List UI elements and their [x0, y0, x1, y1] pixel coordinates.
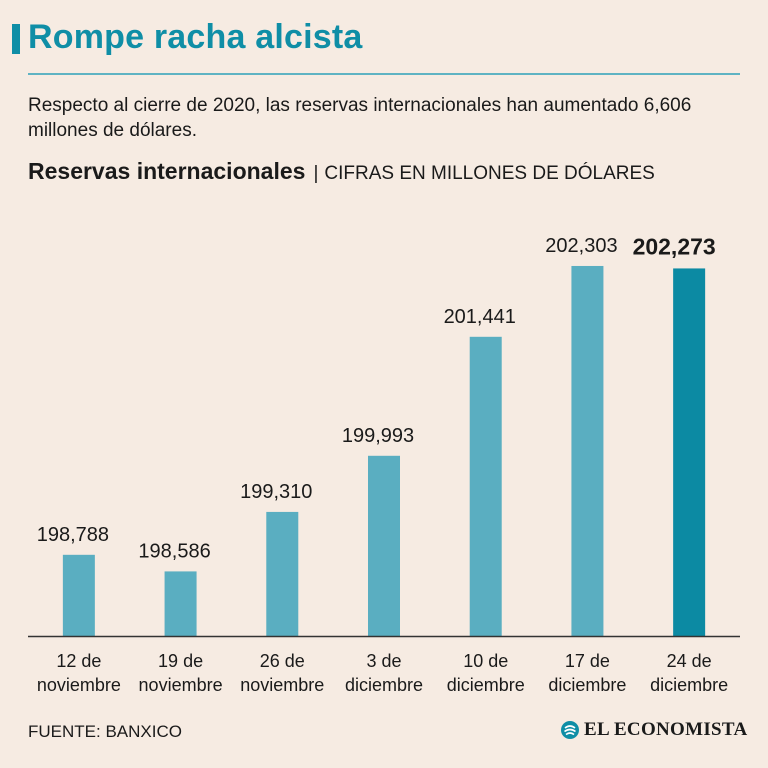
bar-4 [368, 455, 400, 636]
category-label-6-line-2: diciembre [548, 675, 626, 695]
el-economista-logo-icon [561, 721, 579, 739]
bar-6 [571, 265, 604, 636]
category-label-1-line-1: 12 de [56, 651, 101, 671]
category-label-4-line-1: 3 de [366, 651, 401, 671]
brand-name: EL ECONOMISTA [584, 719, 748, 740]
value-label-5: 201,441 [444, 306, 516, 328]
chart-units: CIFRAS EN MILLONES DE DÓLARES [324, 163, 655, 184]
bar-2 [164, 571, 197, 636]
bar-1 [62, 554, 95, 636]
category-label-2-line-1: 19 de [158, 651, 203, 671]
category-label-7-line-2: diciembre [650, 675, 728, 695]
value-label-2: 198,586 [138, 540, 210, 562]
brand-logo: EL ECONOMISTA [560, 719, 748, 741]
bar-7 [673, 268, 706, 636]
category-label-2-line-2: noviembre [139, 675, 223, 695]
category-label-6-line-1: 17 de [565, 651, 610, 671]
category-label-3-line-1: 26 de [260, 651, 305, 671]
category-label-4-line-2: diciembre [345, 675, 423, 695]
subtitle: Respecto al cierre de 2020, las reservas… [28, 95, 692, 141]
value-label-7: 202,273 [633, 233, 716, 259]
value-label-1: 198,788 [37, 524, 109, 546]
category-label-3-line-2: noviembre [240, 675, 324, 695]
bar-5 [469, 336, 502, 636]
category-label-1-line-2: noviembre [37, 675, 121, 695]
source-note: FUENTE: BANXICO [28, 722, 182, 741]
title-accent-bar [12, 24, 20, 54]
value-label-3: 199,310 [240, 481, 312, 503]
category-label-7-line-1: 24 de [667, 651, 712, 671]
category-label-5-line-2: diciembre [447, 675, 525, 695]
value-label-4: 199,993 [342, 425, 414, 447]
value-label-6: 202,303 [545, 235, 617, 257]
chart-title: Reservas internacionales [28, 158, 306, 184]
chart-heading: Reservas internacionales | CIFRAS EN MILLO… [28, 156, 655, 189]
title-divider [28, 73, 740, 75]
heading-separator: | [313, 163, 319, 184]
category-label-5-line-1: 10 de [463, 651, 508, 671]
bar-3 [266, 511, 299, 636]
page-title: Rompe racha alcista [28, 18, 363, 56]
